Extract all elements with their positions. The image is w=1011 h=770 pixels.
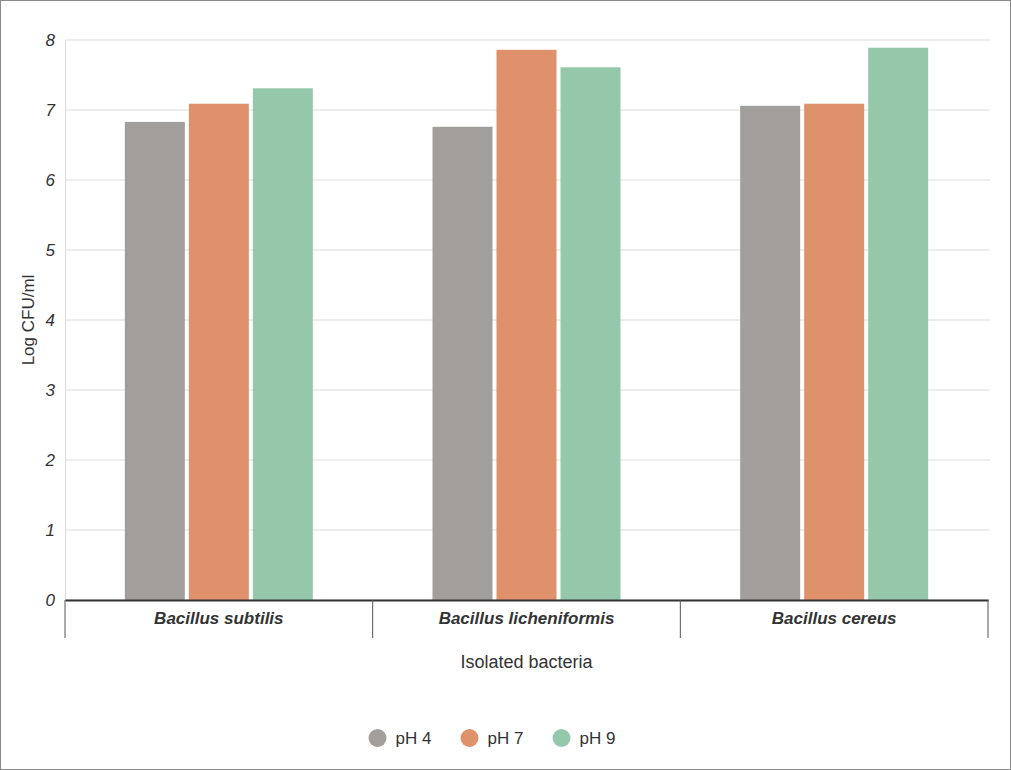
bar [189, 104, 249, 600]
bars [125, 48, 928, 600]
legend-label: pH 4 [396, 729, 432, 748]
y-tick: 5 [46, 241, 65, 260]
x-axis: Bacillus subtilis Bacillus licheniformis B… [66, 600, 989, 628]
y-axis-line [65, 41, 66, 601]
chart: 0 1 2 3 4 5 6 7 8 Bacillus subtilis Bacillus liche… [0, 0, 1011, 770]
bar [740, 106, 800, 600]
x-tick: Bacillus licheniformis [439, 600, 615, 628]
y-tick: 2 [45, 451, 65, 470]
y-tick-label: 1 [46, 521, 55, 540]
grid-line [65, 40, 990, 41]
y-tick: 3 [46, 381, 65, 400]
y-tick: 1 [46, 521, 65, 540]
y-tick: 4 [46, 311, 65, 330]
legend-item: pH 7 [461, 729, 524, 748]
bar [253, 88, 313, 600]
frame [1, 1, 1011, 770]
x-axis-title: Isolated bacteria [460, 652, 593, 672]
legend-label: pH 9 [580, 729, 616, 748]
legend: pH 4 pH 7 pH 9 [369, 729, 616, 748]
legend-swatch [461, 729, 479, 747]
grid [65, 40, 990, 600]
y-tick-label: 0 [46, 591, 56, 610]
x-tick-label: Bacillus cereus [772, 609, 897, 628]
x-tick: Bacillus subtilis [154, 600, 283, 628]
bar [804, 104, 864, 600]
y-tick-label: 4 [46, 311, 55, 330]
x-tick-label: Bacillus subtilis [154, 609, 283, 628]
separator [372, 600, 373, 638]
bar [433, 127, 493, 600]
y-tick-label: 2 [45, 451, 56, 470]
separator [680, 600, 681, 638]
bar [561, 67, 621, 600]
legend-item: pH 9 [553, 729, 616, 748]
grid-line [65, 600, 990, 601]
x-axis-line [66, 600, 989, 602]
y-tick-label: 7 [46, 101, 56, 120]
y-tick: 6 [46, 171, 65, 190]
separator [988, 600, 989, 638]
separators [65, 600, 988, 638]
y-tick-label: 6 [46, 171, 56, 190]
y-tick-label: 8 [46, 31, 56, 50]
legend-label: pH 7 [488, 729, 524, 748]
x-tick: Bacillus cereus [772, 600, 897, 628]
bar [868, 48, 928, 600]
x-tick-label: Bacillus licheniformis [439, 609, 615, 628]
y-tick: 7 [46, 101, 65, 120]
y-tick-label: 5 [46, 241, 56, 260]
legend-item: pH 4 [369, 729, 432, 748]
y-axis: 0 1 2 3 4 5 6 7 8 [45, 31, 66, 610]
y-tick: 0 [46, 591, 65, 610]
y-axis-title: Log CFU/ml [19, 275, 38, 366]
legend-swatch [553, 729, 571, 747]
y-tick-label: 3 [46, 381, 56, 400]
bar [497, 50, 557, 600]
bar [125, 122, 185, 600]
y-tick: 8 [46, 31, 65, 50]
separator [65, 600, 66, 638]
legend-swatch [369, 729, 387, 747]
